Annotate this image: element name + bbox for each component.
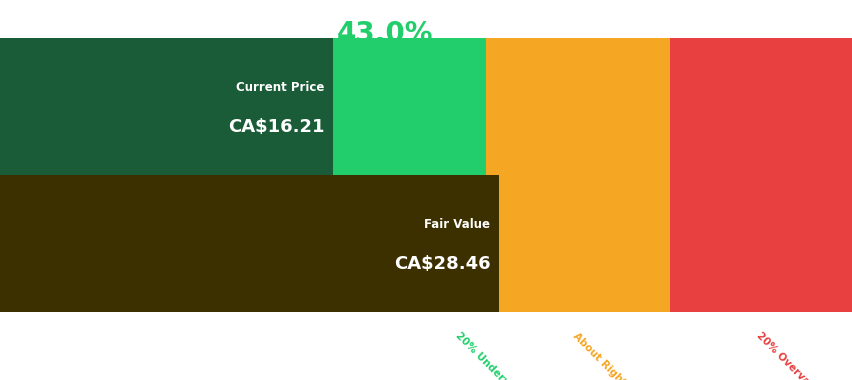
Text: Fair Value: Fair Value	[424, 217, 490, 231]
Text: Undervalued: Undervalued	[337, 70, 426, 82]
Bar	[486, 175, 669, 312]
Bar	[669, 38, 852, 175]
Text: Current Price: Current Price	[235, 81, 324, 94]
Text: 43.0%: 43.0%	[337, 20, 433, 48]
Text: About Right: About Right	[570, 331, 627, 380]
Text: CA$16.21: CA$16.21	[227, 118, 324, 136]
Bar	[0, 175, 486, 312]
Bar	[0, 38, 332, 175]
Bar	[0, 175, 498, 312]
Text: 20% Overvalued: 20% Overvalued	[753, 331, 828, 380]
Text: CA$28.46: CA$28.46	[394, 255, 490, 273]
Bar	[486, 38, 669, 175]
Text: 20% Undervalued: 20% Undervalued	[453, 331, 533, 380]
Bar	[0, 38, 486, 175]
Bar	[669, 175, 852, 312]
